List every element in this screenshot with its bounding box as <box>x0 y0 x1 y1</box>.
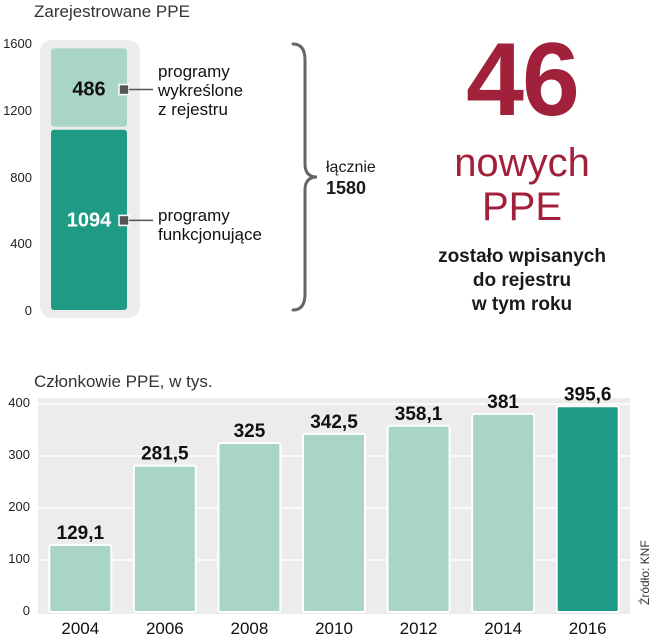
value-label-2012: 358,1 <box>395 404 443 425</box>
x-label-2008: 2008 <box>231 619 269 638</box>
leader-marker <box>118 214 130 227</box>
bar-2014 <box>471 412 536 613</box>
big-number: 46 <box>466 22 580 138</box>
total-brace <box>291 42 318 312</box>
source-note: Źródło: KNF <box>638 540 652 605</box>
chart1-title: Zarejestrowane PPE <box>34 2 190 21</box>
bar-segment-wykreslone <box>51 48 127 127</box>
value-label-wykreslone: 486 <box>72 79 105 101</box>
bar-2016 <box>555 405 620 614</box>
value-label-funkcjonujace: 1094 <box>67 209 112 231</box>
chart1-y-tick: 1200 <box>3 103 32 118</box>
chart2-y-tick: 100 <box>8 551 30 566</box>
chart1-y-tick: 1600 <box>3 36 32 51</box>
chart1-y-tick: 0 <box>24 303 32 318</box>
x-label-2016: 2016 <box>569 619 607 638</box>
value-label-2010: 342,5 <box>310 412 358 433</box>
bar-segment-funkcjonujace <box>51 129 127 310</box>
chart1-y-tick: 800 <box>10 170 32 185</box>
label-funkcjonujace: programy funkcjonujące <box>158 206 262 244</box>
highlight-line2: PPE <box>481 185 563 229</box>
bar-2008 <box>217 442 282 613</box>
chart1-y-tick: 400 <box>10 236 32 251</box>
highlight-line1: nowych <box>454 141 590 185</box>
members-bar-chart: 129,1 2004 281,5 2006 325 2008 342,5 2010 358,1 2… <box>38 384 630 638</box>
value-label-2016: 395,6 <box>564 384 612 405</box>
x-label-2012: 2012 <box>400 619 438 638</box>
value-label-2004: 129,1 <box>57 523 105 544</box>
highlight-caption: zostało wpisanych do rejestru w tym roku <box>438 246 606 315</box>
value-label-2008: 325 <box>234 421 266 442</box>
chart2-title: Członkowie PPE, w tys. <box>34 372 213 391</box>
x-label-2010: 2010 <box>315 619 353 638</box>
x-label-2006: 2006 <box>146 619 184 638</box>
chart2-y-tick: 400 <box>8 395 30 410</box>
value-label-2014: 381 <box>487 392 519 413</box>
bar-2004 <box>48 543 113 613</box>
total-box: łącznie 1580 <box>326 158 376 200</box>
x-label-2014: 2014 <box>484 619 522 638</box>
chart2-y-tick: 0 <box>22 603 30 618</box>
label-wykreslone: programy wykreślone z rejestru <box>158 62 244 119</box>
total-label: łącznie <box>326 159 376 176</box>
bar-2012 <box>386 424 451 614</box>
bar-2010 <box>302 432 366 614</box>
stacked-bar-chart: 486 1094 <box>40 40 153 318</box>
value-label-2006: 281,5 <box>141 444 189 465</box>
total-value: 1580 <box>326 178 367 198</box>
chart2-y-tick: 300 <box>8 447 30 462</box>
x-label-2004: 2004 <box>61 619 99 638</box>
bar-2006 <box>132 464 197 614</box>
leader-marker <box>118 83 130 96</box>
chart2-y-tick: 200 <box>8 499 30 514</box>
